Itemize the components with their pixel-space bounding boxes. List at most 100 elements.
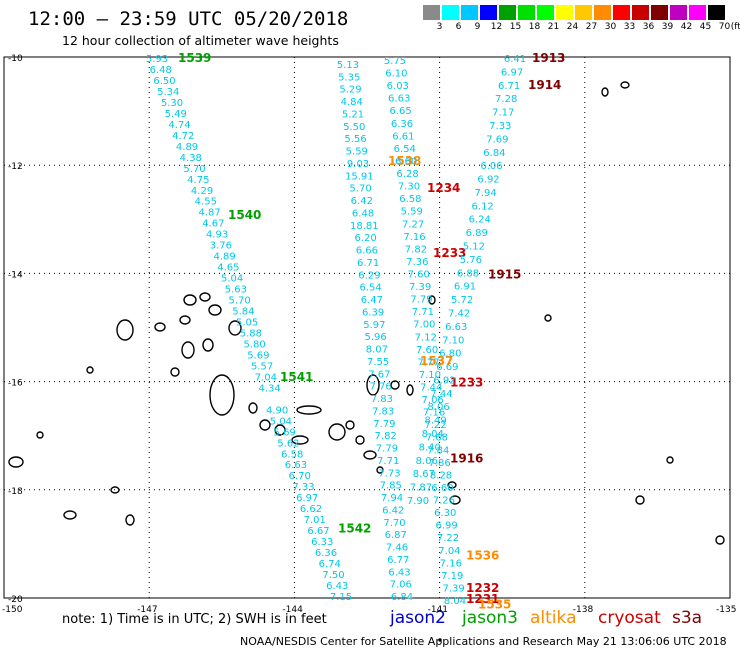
wave-height-value: 6.43	[388, 567, 410, 578]
wave-height-value: 5.56	[344, 134, 366, 145]
wave-height-value: 7.50	[322, 570, 344, 581]
wave-height-value: 8.07	[366, 345, 388, 356]
wave-height-value: 6.92	[433, 375, 455, 386]
satellite-cryosat: cryosat	[598, 608, 661, 628]
wave-height-value: 7.79	[376, 444, 398, 455]
wave-height-value: 6.54	[394, 144, 416, 155]
wave-height-value: 7.33	[292, 482, 314, 493]
wave-height-value: 6.97	[296, 493, 318, 504]
wave-height-value: 6.47	[361, 295, 383, 306]
wave-height-value: 5.59	[401, 207, 423, 218]
wave-height-value: 7.44	[430, 389, 452, 400]
wave-height-value: 6.58	[281, 449, 303, 460]
wave-height-value: 6.28	[396, 169, 418, 180]
island	[376, 466, 384, 474]
legend-swatch	[556, 5, 573, 20]
wave-height-value: 7.86	[429, 458, 451, 469]
wave-height-value: 5.29	[339, 85, 361, 96]
wave-height-value: 6.97	[501, 67, 523, 78]
wave-height-value: 7.39	[442, 583, 464, 594]
wave-height-value: 7.71	[377, 456, 399, 467]
wave-height-value: 6.43	[326, 581, 348, 592]
wave-height-value: 7.15	[330, 592, 352, 603]
wave-height-value: 5.50	[343, 122, 365, 133]
wave-height-value: 5.59	[346, 147, 368, 158]
wave-height-value: 7.30	[398, 182, 420, 193]
legend-label: 27	[585, 22, 598, 32]
island	[125, 514, 135, 526]
island	[438, 638, 442, 642]
lat-label: -20	[8, 595, 23, 605]
island	[179, 315, 191, 325]
wave-height-value: 5.30	[161, 98, 183, 109]
wave-height-value: 5.97	[363, 320, 385, 331]
wave-height-value: 6.71	[498, 81, 520, 92]
wave-height-value: 7.22	[437, 533, 459, 544]
wave-height-value: 5.34	[157, 87, 179, 98]
wave-height-value: 6.58	[399, 194, 421, 205]
wave-height-value: 7.60	[416, 345, 438, 356]
island	[406, 384, 414, 396]
island	[8, 456, 24, 468]
wave-height-value: 5.04	[270, 416, 292, 427]
time-label: 1915	[488, 267, 521, 281]
wave-height-value: 5.57	[251, 361, 273, 372]
wave-height-value: 6.63	[285, 460, 307, 471]
satellite-jason3: jason3	[462, 608, 518, 628]
wave-height-value: 7.55	[367, 357, 389, 368]
wave-height-value: 7.06	[422, 395, 444, 406]
island	[228, 320, 242, 336]
legend-label: 45	[699, 22, 712, 32]
island	[345, 420, 355, 430]
legend-swatch	[708, 5, 725, 20]
time-label: 1234	[427, 181, 460, 195]
legend-swatch	[689, 5, 706, 20]
island	[36, 431, 44, 439]
wave-height-value: 7.36	[406, 257, 428, 268]
island	[366, 374, 380, 396]
island	[620, 81, 630, 89]
wave-height-value: 6.39	[362, 307, 384, 318]
track-1536: 5.756.106.036.636.656.366.616.546.606.28…	[384, 56, 512, 611]
island	[86, 366, 94, 374]
wave-height-value: 7.33	[489, 121, 511, 132]
wave-height-value: 6.77	[387, 555, 409, 566]
legend-label: 9	[474, 22, 481, 32]
wave-height-value: 6.36	[315, 548, 337, 559]
island	[355, 435, 365, 445]
wave-height-value: 5.69	[247, 350, 269, 361]
wave-height-value: 7.82	[375, 431, 397, 442]
legend-swatch	[651, 5, 668, 20]
wave-height-value: 7.79	[410, 295, 432, 306]
wave-height-value: 6.65	[389, 106, 411, 117]
wave-height-value: 6.54	[359, 283, 381, 294]
legend-swatch	[632, 5, 649, 20]
wave-height-value: 5.75	[384, 56, 406, 67]
wave-height-value: 6.24	[469, 215, 491, 226]
wave-height-value: 7.87	[410, 483, 432, 494]
wave-height-value: 9.03	[347, 159, 369, 170]
wave-height-value: 6.60	[395, 156, 417, 167]
wave-height-value: 5.12	[463, 242, 485, 253]
island	[296, 405, 322, 415]
wave-height-value: 5.72	[451, 295, 473, 306]
island	[170, 367, 180, 377]
legend-swatch	[518, 5, 535, 20]
time-label: 1536	[466, 549, 499, 563]
map-title: 12:00 – 23:59 UTC 05/20/2018	[28, 8, 349, 30]
wave-height-value: 5.13	[337, 60, 359, 71]
legend-label: 6	[455, 22, 462, 32]
wave-height-value: 4.90	[266, 405, 288, 416]
wave-height-value: 6.84	[483, 148, 505, 159]
island	[666, 456, 674, 464]
legend-label: 36	[642, 22, 655, 32]
lon-label: -138	[573, 605, 594, 615]
wave-height-value: 8.67	[413, 469, 435, 480]
wave-height-value: 7.06	[390, 580, 412, 591]
wave-height-value: 5.93	[146, 54, 168, 65]
legend-swatch	[613, 5, 630, 20]
island	[447, 481, 457, 489]
credit-line: NOAA/NESDIS Center for Satellite Applica…	[240, 635, 727, 648]
lat-label: -14	[8, 270, 23, 280]
track-1539: 5.936.486.505.345.305.494.744.724.894.38…	[146, 51, 372, 603]
